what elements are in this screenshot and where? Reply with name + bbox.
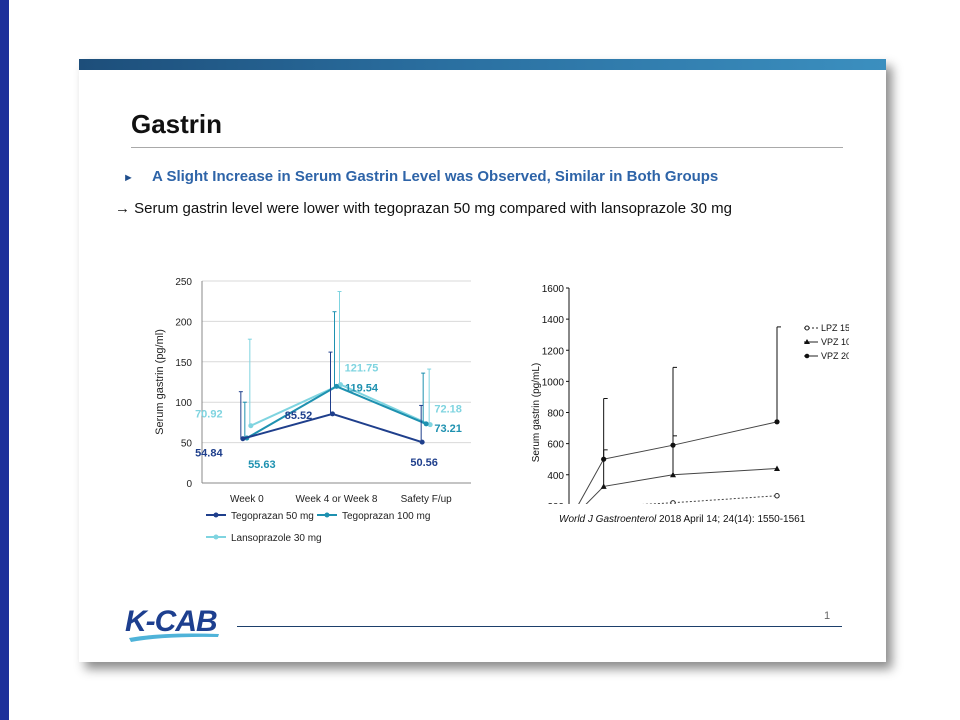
data-point [240, 436, 246, 442]
legend-swatch-marker [804, 325, 810, 331]
data-point [334, 383, 339, 389]
legend-label: VPZ 10 mg [821, 337, 849, 347]
data-point [330, 411, 335, 417]
y-tick-label: 0 [186, 479, 192, 490]
data-label: 54.84 [195, 448, 223, 460]
legend-swatch-marker [804, 353, 810, 359]
legend-swatch-marker [213, 512, 219, 518]
y-tick-label: 200 [175, 317, 192, 328]
data-point [774, 419, 780, 425]
data-label: 121.75 [345, 363, 379, 375]
data-point [601, 456, 607, 462]
data-point [670, 442, 676, 448]
slide-title: Gastrin [131, 109, 223, 139]
citation-journal: World J Gastroenterol [559, 514, 657, 525]
y-tick-label: 250 [175, 277, 192, 288]
y-tick-label: 1000 [542, 377, 565, 388]
slide-header-band [79, 59, 886, 70]
data-point [774, 465, 780, 472]
legend-label: Tegoprazan 100 mg [342, 511, 430, 522]
tegoprazan-gastrin-chart: 0 50 100 150 200 250 Serum gastrin (pg/ml) Week… [154, 277, 471, 544]
y-axis-label: Serum gastrin (pg/mL) [531, 363, 542, 462]
bullet-arrow-icon: ► [123, 172, 134, 184]
series-line-2 [578, 421, 778, 504]
y-tick-label: 100 [175, 398, 192, 409]
y-tick-label: 400 [547, 471, 564, 482]
legend-swatch-marker [213, 534, 219, 540]
vonoprazan-gastrin-chart: 0200400600800100012001400160004812162024… [531, 284, 849, 504]
data-label: 55.63 [248, 459, 276, 471]
series-line-1 [585, 468, 778, 504]
y-tick-label: 50 [181, 439, 193, 450]
data-point [419, 439, 425, 445]
data-point [248, 423, 254, 429]
x-tick-label: Week 0 [230, 494, 264, 505]
y-tick-label: 200 [547, 502, 564, 504]
logo-text: K-CAB [125, 605, 217, 638]
legend-label: VPZ 20 mg [821, 351, 849, 361]
legend-label: Tegoprazan 50 mg [231, 511, 314, 522]
data-point [670, 500, 676, 504]
left-edge-bar [0, 0, 9, 720]
y-tick-label: 600 [547, 440, 564, 451]
y-axis-label: Serum gastrin (pg/ml) [154, 329, 166, 435]
legend-swatch-marker [324, 512, 330, 518]
legend-label: LPZ 15 mg [821, 323, 849, 333]
y-tick-label: 1200 [542, 346, 565, 357]
footer-divider [237, 626, 842, 627]
k-cab-logo: K-CAB [125, 605, 219, 642]
y-tick-label: 800 [547, 409, 564, 420]
legend-swatch-marker [804, 339, 810, 344]
data-point [423, 421, 429, 427]
x-tick-label: Week 4 or Week 8 [296, 494, 378, 505]
y-tick-label: 1600 [542, 284, 565, 295]
data-point [338, 382, 343, 388]
data-point [670, 471, 676, 478]
data-label: 73.21 [434, 423, 462, 435]
bullet-point: A Slight Increase in Serum Gastrin Level… [152, 168, 719, 185]
logo-swoosh [129, 633, 219, 642]
data-label: 72.18 [434, 404, 462, 416]
citation-details: 2018 April 14; 24(14): 1550-1561 [656, 514, 806, 525]
data-label: 50.56 [410, 457, 438, 469]
data-point [600, 483, 607, 489]
slide: Gastrin ► A Slight Increase in Serum Gas… [79, 59, 886, 662]
title-divider [131, 147, 843, 148]
data-label: 70.92 [195, 409, 223, 421]
data-point [427, 422, 433, 428]
legend-label: Lansoprazole 30 mg [231, 533, 322, 544]
page-number: 1 [824, 610, 831, 622]
data-label: 119.54 [345, 382, 379, 394]
data-point [774, 493, 780, 499]
summary-text: → Serum gastrin level were lower with te… [115, 200, 732, 217]
x-tick-label: Safety F/up [401, 494, 453, 505]
citation: World J Gastroenterol 2018 April 14; 24(… [559, 514, 805, 525]
data-label: 85.52 [285, 410, 313, 422]
y-tick-label: 150 [175, 358, 192, 369]
y-tick-label: 1400 [542, 315, 565, 326]
